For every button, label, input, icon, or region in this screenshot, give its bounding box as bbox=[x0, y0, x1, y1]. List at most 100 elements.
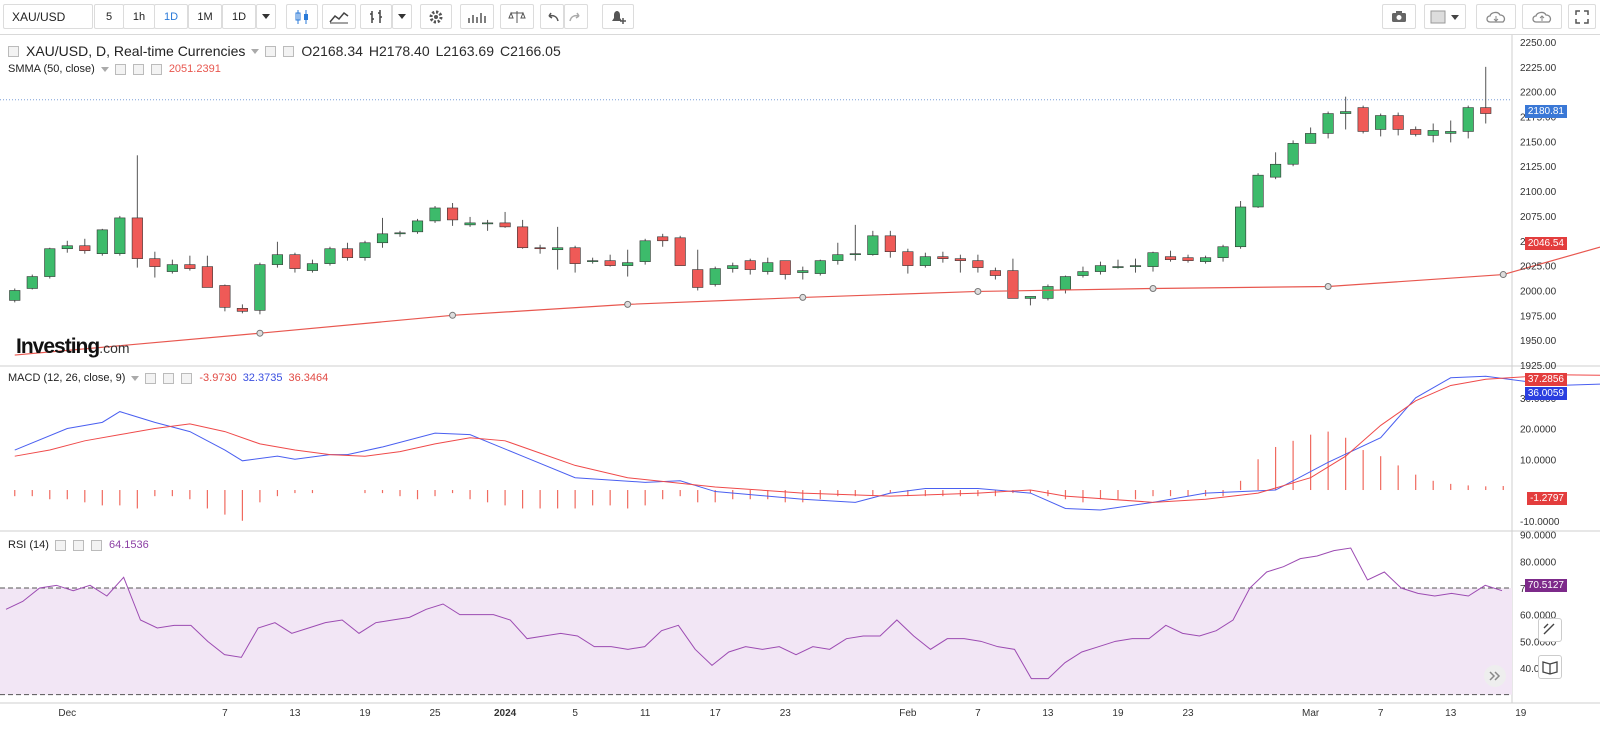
candle-up bbox=[1270, 163, 1282, 178]
candle-up bbox=[306, 263, 319, 271]
cloud-upload-button[interactable] bbox=[1522, 4, 1562, 29]
candle-down bbox=[1392, 115, 1404, 130]
indicators-button[interactable] bbox=[460, 4, 494, 29]
drawing-tools-icon bbox=[1543, 623, 1555, 635]
candle-down bbox=[1357, 107, 1369, 132]
macd-line bbox=[14, 375, 1600, 511]
macd-tick-label: -10.0000 bbox=[1520, 517, 1560, 528]
candle-up bbox=[96, 229, 108, 254]
symbol-input[interactable]: XAU/USD bbox=[3, 4, 93, 29]
candle-up bbox=[482, 222, 494, 225]
interval-dropdown-button[interactable] bbox=[256, 4, 276, 29]
candle-down bbox=[569, 247, 581, 264]
settings-icon[interactable] bbox=[132, 63, 144, 75]
redo-button[interactable] bbox=[564, 4, 588, 29]
time-tick-label: 11 bbox=[640, 708, 651, 719]
interval-5-button[interactable]: 5 bbox=[94, 4, 124, 29]
macd-signal-tag: 37.2856 bbox=[1524, 373, 1567, 386]
candle-down bbox=[534, 247, 546, 250]
time-tick-label: 13 bbox=[289, 708, 301, 719]
color-selector[interactable] bbox=[1424, 4, 1466, 29]
undo-button[interactable] bbox=[540, 4, 564, 29]
visibility-icon[interactable] bbox=[265, 45, 277, 57]
rsi-tick-label: 80.0000 bbox=[1520, 557, 1557, 568]
chevron-down-icon[interactable] bbox=[100, 66, 109, 72]
candle-up bbox=[919, 256, 931, 266]
settings-icon[interactable] bbox=[163, 372, 175, 384]
rsi-tick-label: 60.0000 bbox=[1520, 611, 1557, 622]
chevron-down-icon[interactable] bbox=[131, 375, 140, 381]
candle-up bbox=[394, 232, 406, 235]
time-tick-label: 25 bbox=[429, 708, 441, 719]
smma-marker bbox=[799, 293, 807, 301]
fullscreen-button[interactable] bbox=[1568, 4, 1596, 29]
candle-up bbox=[1340, 111, 1352, 114]
candle-up bbox=[1462, 107, 1474, 132]
time-tick-label: 5 bbox=[572, 708, 578, 719]
candle-chart-button[interactable] bbox=[286, 4, 318, 29]
price-tick-label: 2200.00 bbox=[1520, 88, 1557, 99]
candle-down bbox=[446, 207, 459, 221]
candle-down bbox=[1182, 257, 1194, 261]
compare-button[interactable] bbox=[500, 4, 534, 29]
candle-up bbox=[762, 262, 774, 272]
visibility-icon[interactable] bbox=[114, 63, 126, 75]
rsi-tag: 70.5127 bbox=[1524, 579, 1567, 592]
candle-down bbox=[1410, 129, 1422, 135]
bars-chart-button[interactable] bbox=[360, 4, 392, 29]
price-tick-label: 2125.00 bbox=[1520, 162, 1557, 173]
chart-canvas[interactable]: 1925.001950.001975.002000.002025.002050.… bbox=[0, 35, 1600, 731]
area-chart-button[interactable] bbox=[322, 4, 356, 29]
scroll-to-latest-button[interactable] bbox=[1484, 665, 1506, 687]
interval-1m-button[interactable]: 1M bbox=[188, 4, 222, 29]
open-value: O2168.34 bbox=[301, 43, 363, 59]
settings-icon[interactable] bbox=[72, 539, 84, 551]
interval-1h-button[interactable]: 1h bbox=[123, 4, 155, 29]
price-tick-label: 1975.00 bbox=[1520, 311, 1557, 322]
snapshot-button[interactable] bbox=[1382, 4, 1416, 29]
settings-icon[interactable] bbox=[283, 45, 295, 57]
time-tick-label: Dec bbox=[58, 708, 76, 719]
candle-up bbox=[324, 248, 336, 264]
chart-type-dropdown-button[interactable] bbox=[392, 4, 412, 29]
chart-title: XAU/USD, D, Real-time Currencies bbox=[26, 43, 246, 59]
candle-down bbox=[219, 285, 231, 308]
smma-marker bbox=[1149, 284, 1157, 292]
price-tick-label: 2150.00 bbox=[1520, 137, 1557, 148]
smma-label: SMMA (50, close) bbox=[8, 63, 95, 75]
chevron-down-icon[interactable] bbox=[251, 48, 260, 54]
interval-1d-button[interactable]: 1D bbox=[154, 4, 188, 29]
alert-button[interactable] bbox=[602, 4, 634, 29]
visibility-icon[interactable] bbox=[145, 372, 157, 384]
candle-up bbox=[1042, 286, 1054, 299]
close-icon[interactable] bbox=[150, 63, 162, 75]
candle-up bbox=[114, 217, 126, 254]
cloud-download-button[interactable] bbox=[1476, 4, 1516, 29]
color-swatch-icon bbox=[1430, 10, 1459, 23]
candle-up bbox=[359, 242, 371, 258]
price-tick-label: 2100.00 bbox=[1520, 187, 1557, 198]
candle-up bbox=[166, 264, 178, 272]
candlestick-icon bbox=[295, 9, 308, 24]
drawing-tools-button[interactable] bbox=[1538, 618, 1562, 642]
chart-area[interactable]: 1925.001950.001975.002000.002025.002050.… bbox=[0, 35, 1600, 731]
gear-icon bbox=[429, 10, 443, 23]
candle-up bbox=[1252, 174, 1264, 208]
logo-text: Investing bbox=[16, 335, 100, 358]
chevron-down-icon bbox=[262, 14, 270, 19]
candle-down bbox=[289, 254, 301, 269]
candle-up bbox=[709, 268, 721, 285]
interval-selector[interactable]: 1D bbox=[222, 4, 256, 29]
rsi-pane bbox=[0, 547, 1512, 696]
candle-up bbox=[797, 270, 809, 273]
time-tick-label: 2024 bbox=[494, 708, 517, 719]
close-icon[interactable] bbox=[90, 539, 102, 551]
visibility-icon[interactable] bbox=[54, 539, 66, 551]
redo-icon bbox=[569, 12, 580, 21]
main-legend: XAU/USD, D, Real-time Currencies O2168.3… bbox=[8, 43, 561, 59]
guide-button[interactable] bbox=[1538, 655, 1562, 679]
settings-button[interactable] bbox=[420, 4, 452, 29]
camera-icon bbox=[1392, 11, 1406, 22]
close-icon[interactable] bbox=[181, 372, 193, 384]
collapse-icon[interactable] bbox=[8, 45, 19, 57]
